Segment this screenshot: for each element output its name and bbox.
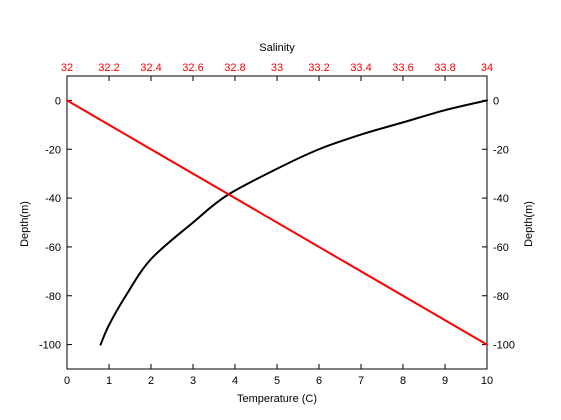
temperature-tick-label: 6 <box>316 375 322 387</box>
salinity-ticks: 32 32.2 32.4 32.6 32.8 33 33.2 33.4 33.6 33.8 34 <box>61 62 493 74</box>
depth-left-tick-label: -20 <box>45 144 61 156</box>
depth-right-tick-label: 0 <box>493 95 499 107</box>
depth-right-ticks: 0 -20 -40 -60 -80 -100 <box>482 95 515 352</box>
temperature-tick-label: 8 <box>400 375 406 387</box>
salinity-tick-label: 34 <box>481 62 493 74</box>
depth-left-tick-label: -60 <box>45 242 61 254</box>
temperature-tick-label: 10 <box>481 375 493 387</box>
salinity-tick-label: 32.6 <box>182 62 203 74</box>
salinity-tick-label: 33 <box>271 62 283 74</box>
depth-left-ticks: 0 -20 -40 -60 -80 -100 <box>39 95 72 352</box>
depth-right-tick-label: -40 <box>493 193 509 205</box>
series-layer <box>66 99 488 346</box>
depth-left-tick-label: -40 <box>45 193 61 205</box>
depth-left-axis-label: Depth(m) <box>19 201 31 247</box>
temperature-ticks: 0 1 2 3 4 5 6 7 8 9 10 <box>64 76 493 387</box>
salinity-tick-label: 32.4 <box>140 62 161 74</box>
depth-right-tick-label: -100 <box>493 340 515 352</box>
depth-left-tick-label: -80 <box>45 291 61 303</box>
temperature-tick-label: 3 <box>190 375 196 387</box>
salinity-tick-label: 33.4 <box>350 62 371 74</box>
temperature-tick-label: 1 <box>106 375 112 387</box>
depth-right-axis-label: Depth(m) <box>523 201 535 247</box>
temperature-tick-label: 4 <box>232 375 238 387</box>
temperature-axis-label: Temperature (C) <box>237 393 317 405</box>
temperature-line <box>99 99 488 346</box>
salinity-axis-label: Salinity <box>259 42 295 54</box>
salinity-line <box>66 99 488 346</box>
salinity-tick-label: 33.2 <box>308 62 329 74</box>
temperature-tick-label: 7 <box>358 375 364 387</box>
depth-right-tick-label: -80 <box>493 291 509 303</box>
depth-left-tick-label: -100 <box>39 340 61 352</box>
salinity-tick-label: 32 <box>61 62 73 74</box>
temperature-tick-label: 2 <box>148 375 154 387</box>
temperature-tick-label: 5 <box>274 375 280 387</box>
salinity-tick-label: 33.8 <box>434 62 455 74</box>
depth-right-tick-label: -20 <box>493 144 509 156</box>
salinity-tick-label: 33.6 <box>392 62 413 74</box>
depth-left-tick-label: 0 <box>55 95 61 107</box>
temperature-tick-label: 9 <box>442 375 448 387</box>
salinity-tick-label: 32.8 <box>224 62 245 74</box>
temperature-tick-label: 0 <box>64 375 70 387</box>
depth-right-tick-label: -60 <box>493 242 509 254</box>
salinity-tick-label: 32.2 <box>98 62 119 74</box>
